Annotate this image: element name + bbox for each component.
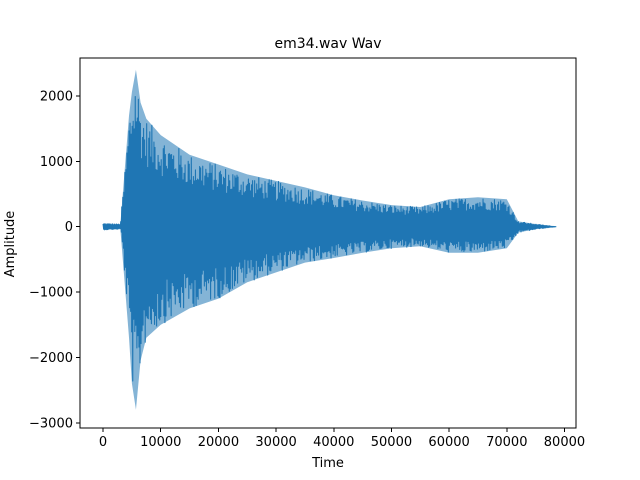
y-axis-label: Amplitude <box>3 211 18 278</box>
x-tick-label: 10000 <box>140 435 181 450</box>
x-tick-label: 20000 <box>198 435 239 450</box>
x-tick-label: 60000 <box>428 435 469 450</box>
series-layer <box>102 69 557 410</box>
chart-title: em34.wav Wav <box>274 36 381 52</box>
x-tick-label: 40000 <box>313 435 354 450</box>
x-tick-label: 50000 <box>371 435 412 450</box>
x-tick-label: 30000 <box>255 435 296 450</box>
y-tick-label: −3000 <box>29 416 73 431</box>
waveform-envelope-0 <box>103 69 556 410</box>
x-tick-label: 80000 <box>544 435 585 450</box>
x-axis-label: Time <box>311 456 344 471</box>
y-tick-label: 1000 <box>40 155 73 170</box>
axes-layer: 0 10000 20000 30000 40000 50000 60000 70000 8000… <box>29 57 585 450</box>
y-tick-label: 0 <box>65 220 73 235</box>
y-tick-label: 2000 <box>40 89 73 104</box>
x-tick-label: 70000 <box>486 435 527 450</box>
x-tick-label: 0 <box>99 435 107 450</box>
y-tick-label: −1000 <box>29 286 73 301</box>
plot-frame <box>79 57 577 429</box>
y-tick-label: −2000 <box>29 351 73 366</box>
